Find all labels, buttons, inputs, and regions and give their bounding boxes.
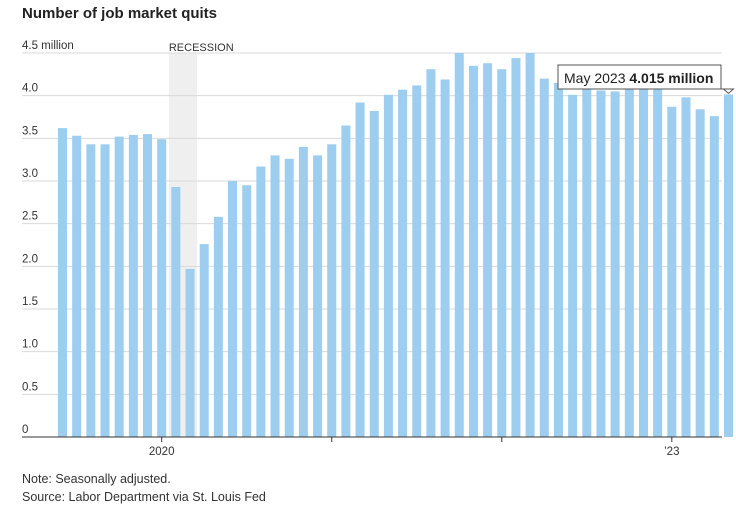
bar-2019-12 [143, 134, 153, 438]
bar-2022-05 [553, 82, 563, 437]
bar-2023-04 [709, 116, 719, 437]
bar-2021-07 [412, 85, 422, 437]
y-tick-label: 3.0 [22, 168, 38, 180]
bar-2023-03 [695, 109, 705, 437]
y-tick-label: 1.5 [22, 296, 38, 308]
bar-2021-11 [468, 65, 478, 438]
bar-2021-12 [483, 63, 493, 438]
y-tick-label: 1.0 [22, 339, 38, 351]
chart-source: Source: Labor Department via St. Louis F… [22, 490, 266, 504]
bar-2021-01 [327, 144, 337, 437]
bar-2020-05 [213, 216, 223, 437]
bar-2019-06 [58, 128, 67, 438]
bar-2022-11 [638, 88, 648, 437]
bar-2020-03 [185, 268, 195, 437]
bar-2023-05 [723, 94, 733, 438]
bar-2022-03 [525, 53, 535, 437]
callout-text: May 2023 4.015 million [564, 70, 713, 86]
bar-2022-12 [653, 88, 663, 437]
bar-2022-04 [539, 78, 549, 437]
callout-date: May 2023 [564, 70, 629, 86]
bar-2022-08 [596, 90, 606, 438]
quits-bar-chart: RECESSION 2020 ’23 0 0.5 1.0 1.5 2.0 2.5 3.0 3.5… [22, 40, 735, 458]
y-tick-label: 0 [22, 424, 28, 436]
bar-2019-07 [72, 135, 82, 438]
chart-title: Number of job market quits [22, 5, 218, 22]
bar-2020-10 [284, 158, 294, 437]
callout: May 2023 4.015 million [557, 64, 735, 95]
recession-label: RECESSION [169, 42, 234, 54]
y-tick-label: 3.5 [22, 125, 38, 137]
bar-2021-09 [440, 79, 450, 437]
x-tick-label: 2020 [149, 446, 175, 458]
y-tick-label: 0.5 [22, 381, 38, 393]
bar-2020-11 [298, 146, 308, 437]
bar-2021-06 [398, 89, 408, 438]
bar-2021-02 [341, 125, 351, 438]
chart-note: Note: Seasonally adjusted. [22, 472, 171, 486]
bar-2020-12 [313, 155, 323, 437]
y-tick-labels: 0 0.5 1.0 1.5 2.0 2.5 3.0 3.5 4.0 4.5 million [22, 40, 74, 436]
y-tick-label: 4.5 million [22, 40, 74, 52]
bar-2020-09 [270, 155, 280, 437]
bar-series [58, 53, 733, 438]
bar-2022-09 [610, 91, 620, 438]
callout-value: 4.015 million [629, 70, 713, 86]
bar-2020-01 [157, 139, 167, 438]
bar-2019-08 [86, 144, 96, 437]
x-tick-label: ’23 [664, 446, 679, 458]
bar-2020-07 [242, 185, 252, 437]
bar-2019-10 [114, 136, 124, 438]
bar-2022-07 [582, 87, 592, 437]
bar-2019-11 [128, 134, 138, 438]
y-tick-label: 4.0 [22, 83, 38, 95]
y-tick-label: 2.0 [22, 253, 38, 265]
bar-2021-03 [355, 102, 365, 437]
bar-2022-10 [624, 88, 634, 437]
bar-2021-10 [454, 53, 464, 437]
bar-2023-02 [681, 97, 691, 437]
callout-box [557, 64, 735, 95]
bar-2019-09 [100, 144, 110, 437]
bar-2020-06 [228, 181, 238, 437]
y-tick-label: 2.5 [22, 211, 38, 223]
bar-2020-08 [256, 166, 266, 437]
bar-2021-08 [426, 69, 436, 438]
bar-2022-06 [568, 94, 578, 438]
bar-2020-02 [171, 186, 181, 437]
bar-2022-01 [497, 69, 507, 438]
bar-2021-04 [369, 111, 379, 437]
bar-2023-01 [667, 106, 677, 437]
x-axis: 2020 ’23 [22, 436, 722, 458]
bar-2022-02 [511, 58, 521, 438]
bar-2021-05 [383, 94, 393, 438]
bar-2020-04 [199, 244, 209, 437]
